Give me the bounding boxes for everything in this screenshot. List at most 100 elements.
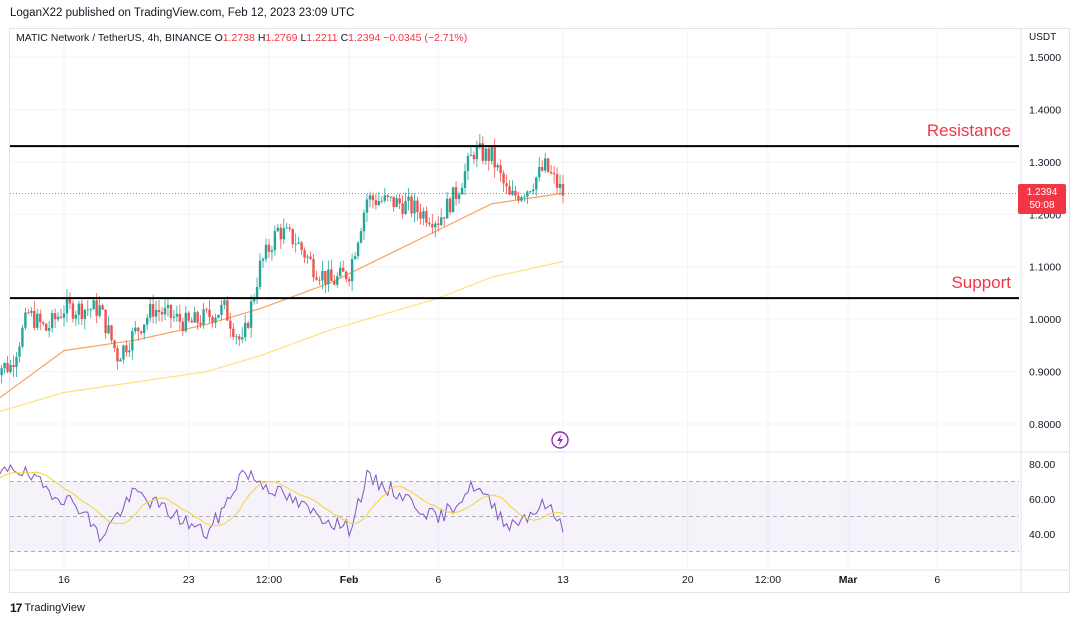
candle	[546, 157, 550, 174]
candle	[401, 195, 404, 219]
footer-brand[interactable]: 17 TradingView	[10, 601, 85, 615]
candle	[238, 333, 241, 346]
candle	[342, 260, 345, 272]
candle	[448, 196, 452, 216]
candle-body	[181, 321, 185, 332]
candle-body	[18, 346, 21, 357]
candle-body	[419, 212, 422, 219]
candle	[475, 140, 479, 168]
candle	[410, 193, 413, 218]
candle	[321, 260, 324, 290]
candle-body	[175, 313, 179, 317]
brand-name: TradingView	[24, 602, 85, 614]
low-value: 1.2211	[306, 32, 338, 44]
candle-body	[315, 277, 318, 280]
candle	[223, 299, 226, 310]
candle	[44, 322, 48, 332]
candle-body	[318, 279, 321, 281]
candle-body	[220, 304, 223, 315]
change-value: −0.0345 (−2.71%)	[383, 32, 468, 44]
candle-body	[184, 312, 187, 332]
candle-body	[344, 271, 348, 280]
candle-body	[125, 345, 128, 353]
candle-body	[431, 224, 434, 228]
candle	[214, 313, 217, 328]
candle	[169, 304, 173, 328]
candle	[119, 357, 122, 362]
candle-body	[279, 227, 283, 240]
candle	[125, 340, 128, 357]
candle	[15, 352, 18, 378]
candle-body	[214, 317, 217, 323]
candle-body	[50, 313, 54, 328]
candle-body	[217, 314, 220, 318]
candle-body	[383, 195, 386, 201]
candle	[184, 305, 187, 333]
candle	[39, 309, 42, 331]
time-tick-label: 12:00	[256, 574, 282, 586]
candle	[235, 333, 238, 345]
candle-body	[145, 317, 149, 325]
candle	[413, 193, 416, 223]
candle	[243, 314, 247, 342]
candle	[282, 218, 285, 244]
candle	[422, 207, 425, 226]
candle-body	[166, 304, 170, 308]
candle	[288, 224, 291, 232]
candle-body	[92, 300, 95, 310]
candle-body	[68, 298, 72, 304]
candle	[128, 342, 131, 357]
candle	[33, 301, 36, 331]
candle	[561, 174, 565, 204]
candle	[312, 253, 315, 283]
candle-body	[312, 258, 315, 278]
candle-body	[401, 203, 404, 214]
candle	[255, 277, 259, 305]
candle-body	[448, 198, 452, 213]
candle	[514, 186, 517, 200]
candle	[508, 180, 511, 196]
candle	[77, 300, 81, 325]
candle-body	[151, 304, 155, 317]
lightning-icon[interactable]	[551, 431, 569, 449]
candle	[350, 253, 354, 292]
candle-body	[202, 309, 205, 325]
candle-body	[350, 259, 354, 282]
candle-body	[300, 242, 303, 251]
close-value: 1.2394	[348, 32, 381, 44]
candle-body	[520, 196, 523, 201]
candle-body	[362, 212, 366, 232]
candle-body	[493, 147, 496, 168]
candle	[116, 345, 119, 370]
candle-body	[460, 187, 464, 195]
candle-body	[398, 198, 401, 204]
candle-body	[365, 199, 369, 213]
candle-body	[226, 300, 229, 321]
candle	[442, 217, 446, 227]
candle-body	[33, 310, 36, 328]
candle-body	[235, 336, 238, 338]
tradingview-logo-icon: 17	[10, 601, 22, 615]
rsi-ma-line	[0, 471, 564, 527]
candle-body	[110, 325, 113, 341]
candle-body	[451, 187, 455, 213]
candle	[392, 196, 395, 212]
candle-body	[285, 227, 288, 229]
candle-body	[505, 183, 508, 187]
candle-body	[113, 340, 116, 349]
candle	[217, 314, 220, 319]
candle	[383, 188, 386, 203]
candle-body	[53, 313, 57, 320]
candle	[252, 293, 256, 305]
candle-body	[523, 196, 526, 198]
candle-body	[128, 350, 131, 353]
price-tick-label: 0.9000	[1029, 367, 1061, 379]
price-tick-label: 1.5000	[1029, 52, 1061, 64]
candle-body	[484, 148, 487, 161]
candle-body	[333, 280, 336, 285]
candle	[398, 193, 401, 210]
candle-body	[36, 313, 39, 328]
candle-body	[196, 312, 199, 323]
candle	[74, 310, 78, 326]
